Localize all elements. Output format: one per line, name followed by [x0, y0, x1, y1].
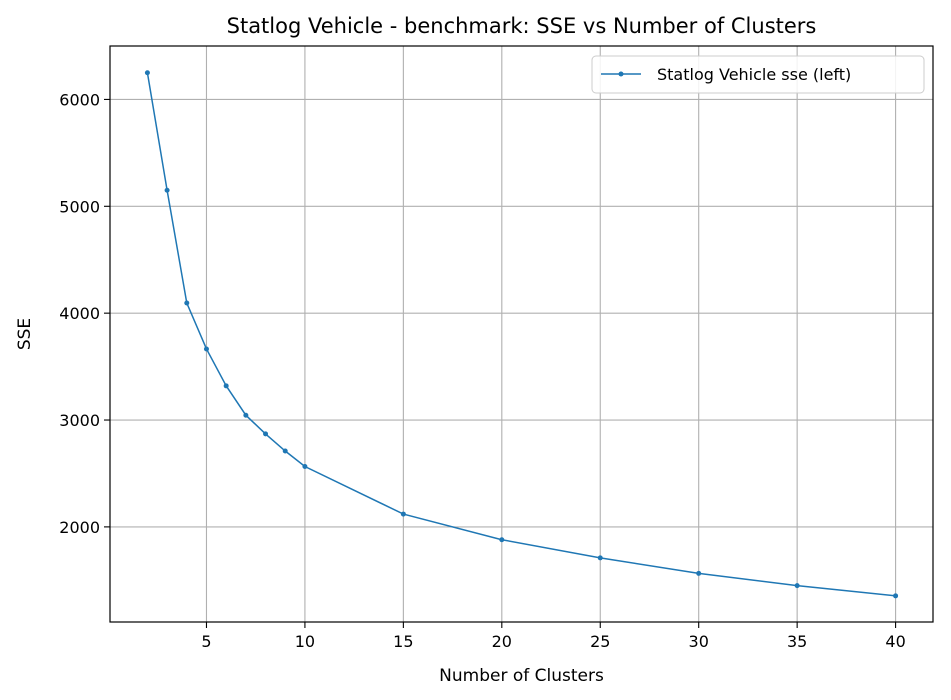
x-tick-label: 40	[885, 632, 905, 651]
y-tick-label: 5000	[59, 197, 100, 216]
x-tick-label: 10	[295, 632, 315, 651]
x-tick-label: 25	[590, 632, 610, 651]
legend-box	[591, 55, 925, 94]
x-axis-label: Number of Clusters	[439, 666, 604, 686]
y-tick-label: 2000	[59, 518, 100, 537]
data-point	[184, 300, 190, 306]
y-tick-label: 6000	[59, 90, 100, 109]
series-layer	[144, 70, 899, 599]
plot-area-frame	[109, 45, 934, 623]
data-point	[400, 511, 406, 517]
legend: Statlog Vehicle sse (left)	[591, 55, 925, 94]
x-tick-label: 35	[787, 632, 807, 651]
data-point	[893, 593, 899, 599]
x-tick-label: 5	[201, 632, 211, 651]
y-tick-label: 4000	[59, 304, 100, 323]
grid-lines	[110, 46, 933, 622]
y-axis-label: SSE	[15, 318, 35, 350]
y-tick-label: 3000	[59, 411, 100, 430]
data-point	[499, 537, 505, 543]
data-point	[302, 464, 308, 470]
data-point	[144, 70, 150, 76]
data-point	[164, 187, 170, 193]
data-point	[263, 431, 269, 437]
x-tick-label: 30	[689, 632, 709, 651]
x-tick-label: 20	[492, 632, 512, 651]
data-point	[282, 448, 288, 454]
data-point	[203, 346, 209, 352]
legend-label: Statlog Vehicle sse (left)	[657, 65, 851, 84]
data-point	[223, 383, 229, 389]
chart-title: Statlog Vehicle - benchmark: SSE vs Numb…	[227, 14, 817, 38]
data-point	[597, 555, 603, 561]
x-tick-label: 15	[393, 632, 413, 651]
data-point	[794, 583, 800, 589]
data-point	[696, 570, 702, 576]
data-point	[243, 412, 249, 418]
legend-marker-swatch	[618, 71, 624, 77]
axis-ticks: 5 10 15 20 25 30 35 40 2000 3000 4000 5000 6000	[59, 90, 905, 651]
